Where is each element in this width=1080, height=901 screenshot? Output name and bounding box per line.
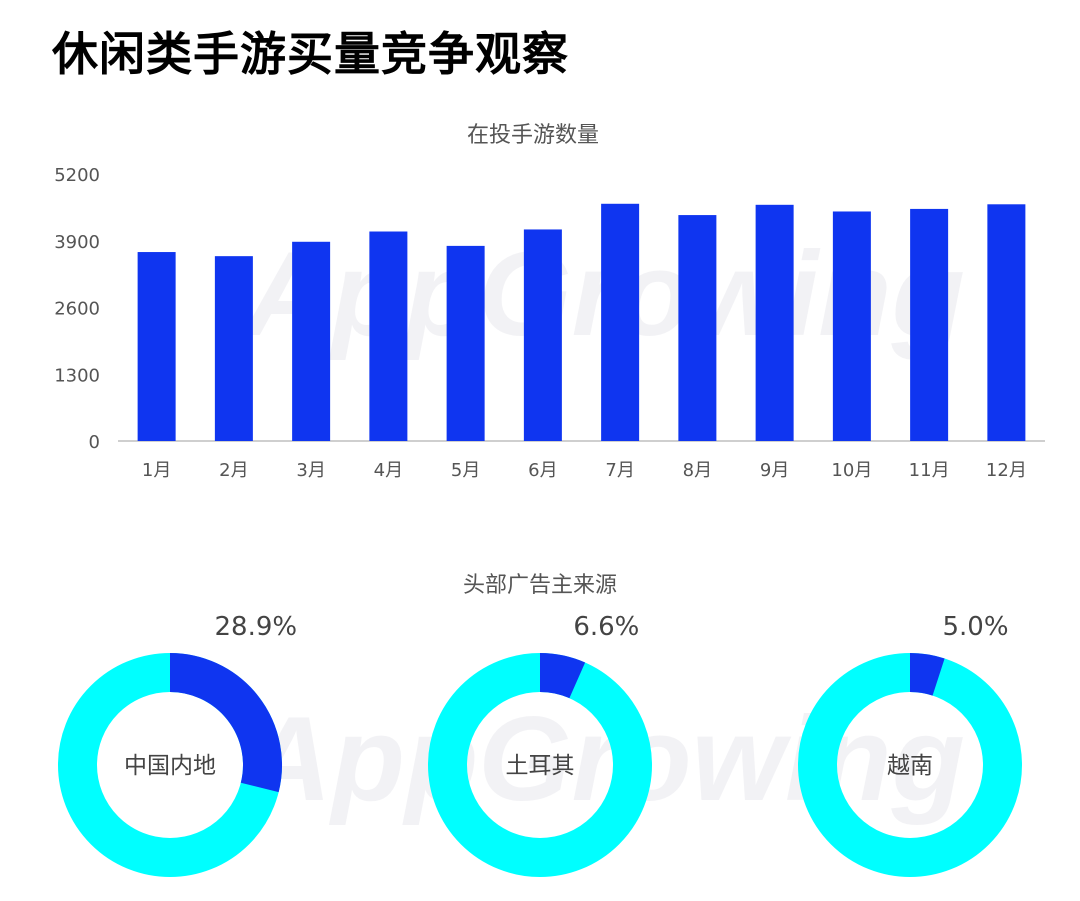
x-tick-label: 12月 [986, 460, 1027, 481]
y-tick-label: 5200 [54, 165, 100, 186]
x-tick-label: 8月 [683, 460, 712, 481]
y-tick-label: 1300 [54, 365, 100, 386]
y-axis-ticks: 0 1300 2600 3900 5200 [54, 165, 100, 453]
x-tick-label: 3月 [296, 460, 325, 481]
bar [523, 229, 562, 441]
x-tick-label: 4月 [374, 460, 403, 481]
donut-slice [539, 653, 586, 699]
donut-group: 中国内地 28.9% 土耳其 6.6% 越南 5.0% [58, 612, 1022, 877]
donut-center-label: 越南 [887, 753, 933, 779]
bar [214, 256, 253, 441]
x-tick-label: 11月 [909, 460, 950, 481]
x-tick-label: 6月 [528, 460, 557, 481]
donut-chart: 土耳其 6.6% [428, 612, 652, 877]
y-tick-label: 3900 [54, 232, 100, 253]
x-tick-label: 10月 [831, 460, 872, 481]
x-tick-label: 7月 [605, 460, 634, 481]
bar [910, 208, 949, 441]
bar [137, 252, 176, 441]
donut-value-label: 28.9% [215, 612, 298, 642]
donut-chart-title: 头部广告主来源 [463, 573, 617, 598]
donut-charts: 头部广告主来源 中国内地 28.9% 土耳其 6.6% 越南 5.0% [58, 573, 1022, 877]
bar [292, 241, 331, 441]
donut-center-label: 土耳其 [506, 753, 575, 779]
bar [755, 204, 794, 441]
bar [987, 204, 1026, 441]
x-tick-label: 2月 [219, 460, 248, 481]
bar [832, 211, 871, 441]
bar-chart-title: 在投手游数量 [467, 123, 599, 148]
donut-center-label: 中国内地 [124, 753, 216, 779]
bar [369, 231, 408, 441]
donut-slice [169, 653, 282, 793]
x-tick-label: 5月 [451, 460, 480, 481]
y-tick-label: 2600 [54, 299, 100, 320]
x-tick-label: 1月 [142, 460, 171, 481]
x-tick-label: 9月 [760, 460, 789, 481]
bar [678, 215, 717, 441]
bar [601, 203, 640, 441]
bar-series [137, 203, 1026, 441]
bar [446, 245, 485, 441]
donut-value-label: 6.6% [573, 612, 639, 642]
donut-chart: 中国内地 28.9% [58, 612, 298, 877]
bar-chart: 在投手游数量 0 1300 2600 3900 5200 1月 2月 3月 4月 5月 6月 7月 8… [54, 123, 1045, 481]
page-title: 休闲类手游买量竞争观察 [52, 27, 569, 81]
donut-slice [909, 653, 945, 696]
donut-chart: 越南 5.0% [798, 612, 1022, 877]
y-tick-label: 0 [89, 432, 100, 453]
donut-value-label: 5.0% [943, 612, 1009, 642]
x-axis-ticks: 1月 2月 3月 4月 5月 6月 7月 8月 9月 10月 11月 12月 [142, 460, 1027, 481]
